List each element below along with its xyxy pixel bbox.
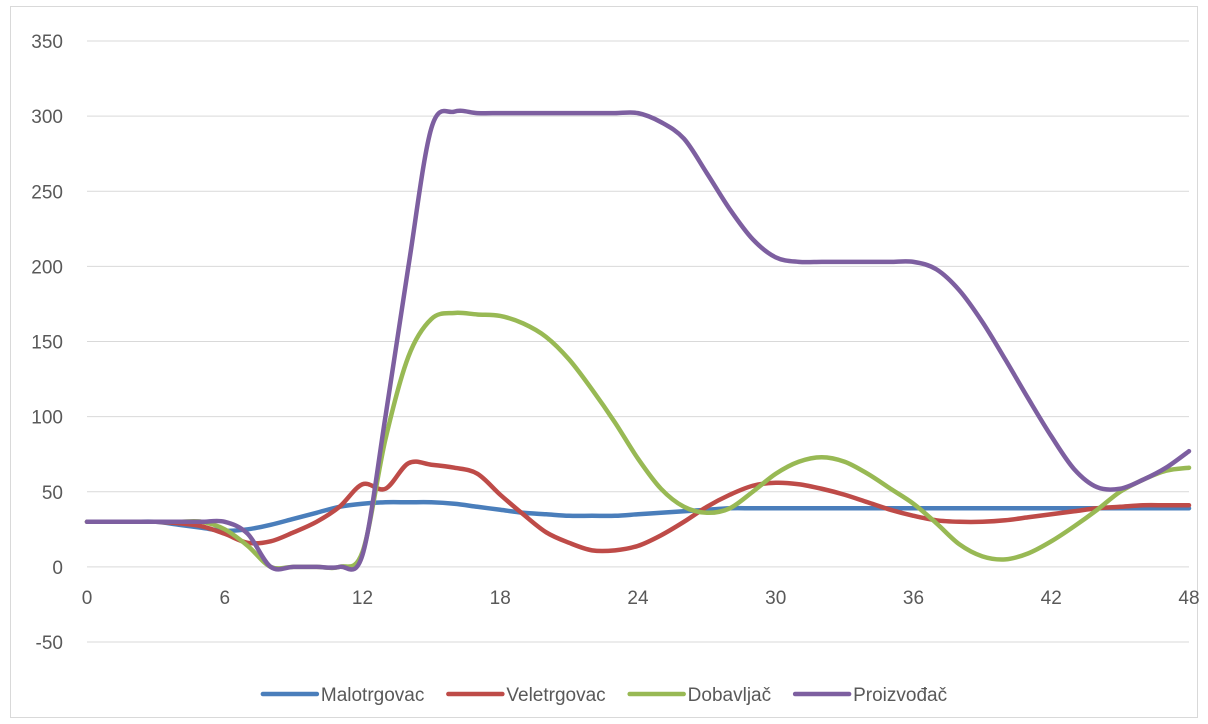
- x-tick-label: 42: [1041, 588, 1062, 609]
- legend: Malotrgovac Veletrgovac Dobavljač Proizvođa…: [260, 685, 947, 706]
- legend-entry-label: Malotrgovac: [321, 685, 425, 706]
- chart-frame: -50 0 50 100 150 200 250 300 350 0 6 12 18 24 30 36 42 4…: [10, 6, 1199, 718]
- y-tick-label: 200: [31, 257, 63, 278]
- x-tick-label: 6: [219, 588, 230, 609]
- legend-entry-label: Veletrgovac: [506, 685, 605, 706]
- y-tick-label: 0: [52, 558, 63, 579]
- y-tick-label: 100: [31, 408, 63, 429]
- y-tick-label: 150: [31, 333, 63, 354]
- x-axis-ticks: 0 6 12 18 24 30 36 42 48: [82, 588, 1199, 609]
- x-tick-label: 0: [82, 588, 93, 609]
- legend-entry-label: Dobavljač: [688, 685, 771, 706]
- y-tick-label: 300: [31, 107, 63, 128]
- series-line-proizvo-a-: [84, 108, 1192, 572]
- x-tick-label: 48: [1178, 588, 1199, 609]
- y-tick-label: -50: [36, 633, 63, 654]
- series-lines: [84, 108, 1192, 572]
- y-axis-ticks: -50 0 50 100 150 200 250 300 350: [31, 32, 63, 654]
- y-tick-label: 350: [31, 32, 63, 53]
- x-tick-label: 12: [352, 588, 373, 609]
- series-line-malotrgovac: [84, 499, 1192, 534]
- x-tick-label: 24: [627, 588, 649, 609]
- x-tick-label: 18: [490, 588, 511, 609]
- x-tick-label: 36: [903, 588, 924, 609]
- series-line-veletrgovac: [84, 459, 1192, 554]
- y-tick-label: 250: [31, 182, 63, 203]
- line-chart: -50 0 50 100 150 200 250 300 350 0 6 12 18 24 30 36 42 4…: [31, 32, 1199, 706]
- y-tick-label: 50: [42, 483, 63, 504]
- x-tick-label: 30: [765, 588, 786, 609]
- legend-entry-label: Proizvođač: [853, 685, 947, 706]
